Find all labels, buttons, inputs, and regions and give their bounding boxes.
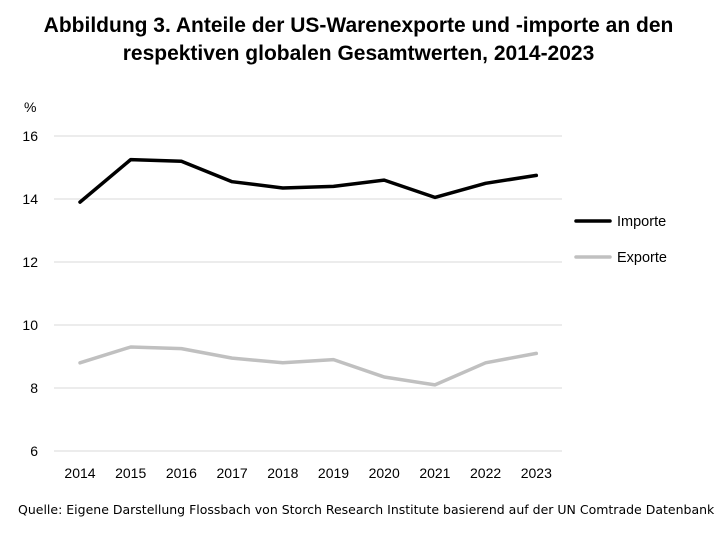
x-tick-label: 2020 xyxy=(369,465,400,481)
y-axis-unit-label: % xyxy=(24,99,36,115)
y-tick-label: 14 xyxy=(22,191,38,207)
x-tick-label: 2016 xyxy=(166,465,197,481)
y-tick-label: 10 xyxy=(22,317,38,333)
chart-title-line-1: Abbildung 3. Anteile der US-Warenexporte… xyxy=(43,14,674,37)
legend-label-exporte: Exporte xyxy=(617,250,667,266)
x-tick-label: 2017 xyxy=(217,465,248,481)
chart-title: Abbildung 3. Anteile der US-Warenexporte… xyxy=(0,12,717,68)
x-tick-label: 2019 xyxy=(318,465,349,481)
chart-title-line-2: respektiven globalen Gesamtwerten, 2014-… xyxy=(122,42,595,65)
series-line-importe xyxy=(78,157,539,204)
x-tick-label: 2018 xyxy=(267,465,298,481)
series-line-exporte xyxy=(78,345,539,387)
y-tick-label: 12 xyxy=(22,254,38,270)
x-tick-label: 2021 xyxy=(419,465,450,481)
y-tick-label: 6 xyxy=(30,443,38,459)
legend-label-importe: Importe xyxy=(617,214,666,230)
x-tick-label: 2015 xyxy=(115,465,146,481)
y-tick-label: 16 xyxy=(22,128,38,144)
y-tick-label: 8 xyxy=(30,380,38,396)
x-tick-label: 2023 xyxy=(521,465,552,481)
x-tick-label: 2022 xyxy=(470,465,501,481)
source-note: Quelle: Eigene Darstellung Flossbach von… xyxy=(18,502,715,517)
x-tick-label: 2014 xyxy=(64,465,95,481)
